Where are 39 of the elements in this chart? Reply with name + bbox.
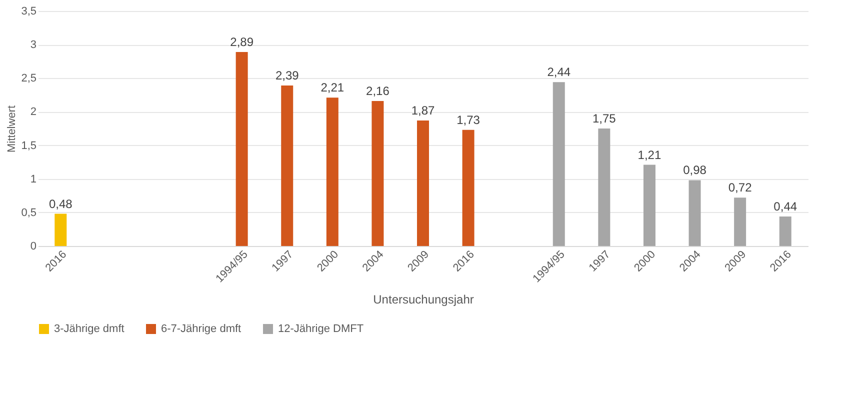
x-axis-title: Untersuchungsjahr <box>373 292 474 306</box>
bar <box>779 216 792 246</box>
bar <box>372 100 384 246</box>
y-axis-title: Mittelwert <box>6 105 18 153</box>
bar <box>734 198 746 246</box>
legend-label: 12-Jährige DMFT <box>278 323 364 335</box>
bar <box>552 82 565 246</box>
y-tick-label: 1,5 <box>21 140 36 152</box>
y-tick-label: 2 <box>30 106 36 118</box>
bar <box>326 98 338 246</box>
data-label: 0,44 <box>774 199 798 214</box>
data-label: 1,75 <box>592 112 616 126</box>
y-tick-label: 0,5 <box>21 206 36 219</box>
bar <box>236 52 248 246</box>
legend-label: 6-7-Jährige dmft <box>161 323 242 335</box>
data-label: 2,39 <box>275 68 300 83</box>
y-tick-label: 3,5 <box>21 6 36 18</box>
bar <box>643 164 656 246</box>
data-label: 0,72 <box>728 180 752 195</box>
y-tick-label: 1 <box>30 173 36 186</box>
data-label: 1,87 <box>411 103 435 118</box>
data-label: 2,89 <box>230 34 254 49</box>
data-label: 2,21 <box>320 80 344 95</box>
y-tick-label: 2,5 <box>21 72 36 85</box>
data-label: 1,73 <box>456 112 480 127</box>
data-label: 0,48 <box>48 196 73 211</box>
y-tick-label: 0 <box>30 240 36 252</box>
bar <box>462 130 474 246</box>
bar <box>417 120 429 246</box>
bar <box>598 128 610 246</box>
bar <box>281 86 294 246</box>
data-label: 1,21 <box>638 148 662 162</box>
bar <box>54 214 67 246</box>
bar <box>688 180 701 246</box>
y-tick-label: 3 <box>30 39 36 52</box>
data-label: 2,44 <box>547 65 571 80</box>
data-label: 0,98 <box>683 163 707 178</box>
legend-label: 3-Jährige dmft <box>54 323 124 335</box>
data-label: 2,16 <box>366 84 390 98</box>
